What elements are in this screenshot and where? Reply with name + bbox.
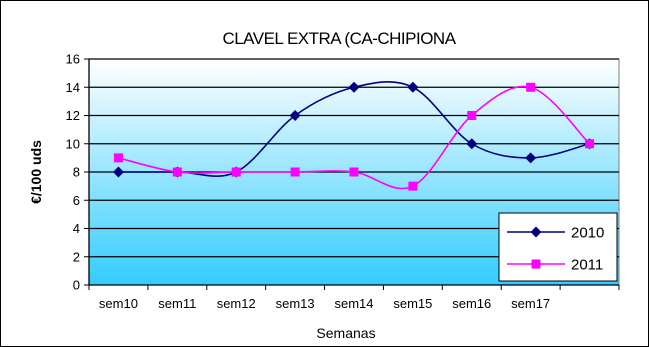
series-lines: [112, 81, 596, 191]
data-point-2011: [408, 181, 418, 191]
x-tick-label: sem16: [452, 296, 491, 311]
x-tick-label: sem17: [511, 296, 550, 311]
data-point-2010: [407, 81, 419, 93]
data-point-2010: [348, 81, 360, 93]
data-point-2011: [585, 139, 595, 149]
y-tick-label: 14: [66, 80, 80, 95]
legend-entry-2010: 2010: [507, 225, 604, 242]
data-point-2011: [113, 153, 123, 163]
y-tick-label: 16: [66, 52, 80, 67]
data-point-2011: [231, 167, 241, 177]
legend-marker: [531, 259, 541, 269]
x-tick-label: sem14: [334, 296, 373, 311]
data-point-2010: [525, 152, 537, 164]
x-tick-label: sem12: [217, 296, 256, 311]
data-point-2011: [349, 167, 359, 177]
data-point-2010: [112, 166, 124, 178]
x-tick-label: sem15: [393, 296, 432, 311]
x-tick-label: sem13: [276, 296, 315, 311]
y-axis-ticks: 0 2 4 6 8 10 12 14 16: [66, 52, 619, 293]
chart-title: CLAVEL EXTRA (CA-CHIPIONA: [222, 29, 456, 48]
y-tick-label: 8: [73, 165, 80, 180]
x-axis-ticks: sem10 sem11 sem12 sem13 sem14 sem15 sem16 sem17: [88, 285, 620, 311]
x-tick-label: sem10: [99, 296, 138, 311]
legend-label: 2010: [571, 225, 604, 242]
y-tick-label: 0: [73, 278, 80, 293]
legend-label: 2011: [571, 257, 603, 274]
legend-marker: [530, 226, 542, 238]
x-tick-label: sem11: [158, 296, 196, 311]
series-line-2011: [118, 85, 591, 190]
y-tick-label: 10: [66, 136, 80, 151]
y-tick-label: 2: [73, 249, 80, 264]
series-2011: [113, 82, 595, 191]
data-point-2011: [290, 167, 300, 177]
y-tick-label: 12: [66, 108, 80, 123]
y-axis-title: €/100 uds: [28, 140, 44, 204]
x-axis-title: Semanas: [316, 325, 375, 341]
y-tick-label: 6: [73, 193, 80, 208]
legend: 2010 2011: [498, 212, 618, 282]
legend-entry-2011: 2011: [507, 257, 603, 274]
data-point-2010: [289, 110, 301, 121]
data-point-2010: [466, 138, 478, 150]
data-point-2011: [467, 111, 477, 120]
data-point-2011: [172, 167, 182, 177]
data-point-2011: [526, 82, 536, 92]
y-tick-label: 4: [73, 221, 80, 236]
legend-box: [498, 212, 618, 282]
